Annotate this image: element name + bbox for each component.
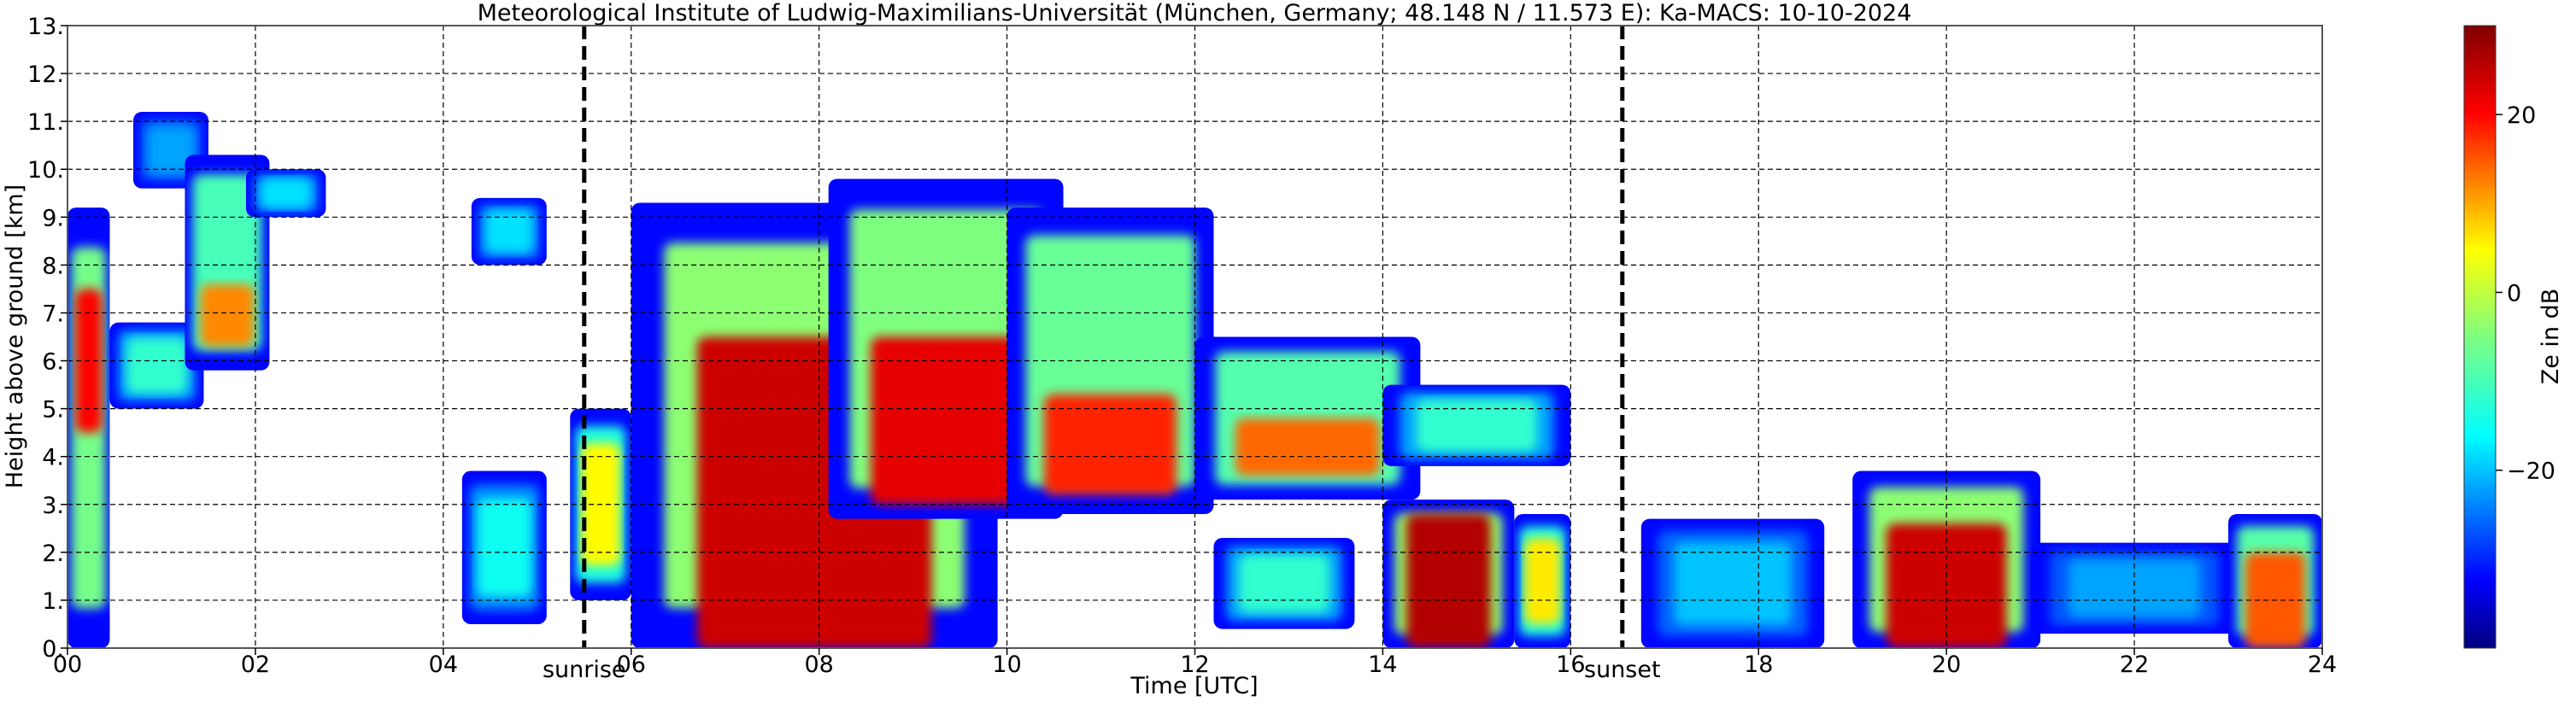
- colorbar: [2463, 25, 2497, 649]
- echo-region: [828, 178, 1064, 519]
- x-tick-label: 18: [1744, 651, 1773, 678]
- chart-title: Meteorological Institute of Ludwig-Maxim…: [478, 0, 1912, 26]
- echo-region: [67, 207, 110, 648]
- echo-cell: [1239, 554, 1329, 613]
- y-tick-label: 2.: [42, 540, 64, 567]
- echo-cell: [146, 126, 196, 175]
- y-tick-label: 1.: [42, 588, 64, 615]
- echo-cell: [1235, 418, 1380, 476]
- y-tick-label: 12.: [27, 61, 64, 88]
- y-tick-label: 11.: [27, 109, 64, 136]
- x-tick-label: 14: [1368, 651, 1397, 678]
- y-tick-label: 8.: [42, 253, 64, 279]
- x-tick-label: 10: [992, 651, 1021, 678]
- echo-cell: [1417, 399, 1537, 452]
- x-tick-label: 08: [804, 651, 833, 678]
- echo-region: [1640, 518, 1825, 648]
- echo-region: [461, 470, 547, 624]
- echo-cell: [1406, 513, 1491, 648]
- x-tick-label: 24: [2308, 651, 2337, 678]
- y-tick-label: 7.: [42, 301, 64, 327]
- y-tick-label: 4.: [42, 445, 64, 471]
- echo-cell: [1044, 394, 1177, 495]
- echo-cell: [260, 178, 312, 209]
- echo-cell: [477, 498, 531, 597]
- y-tick-label: 6.: [42, 349, 64, 376]
- x-tick-label: 16: [1556, 651, 1585, 678]
- y-axis-ticks: 0. 1. 2. 3. 4. 5. 6. 7. 8. 9. 10. 11. 12. 13.: [27, 14, 67, 663]
- sun-markers: sunrise sunset: [543, 26, 1661, 683]
- colorbar-tick-label: 20: [2507, 102, 2536, 129]
- colorbar-label: Ze in dB: [2538, 289, 2564, 385]
- y-tick-label: 5.: [42, 397, 64, 424]
- echo-region: [1382, 384, 1571, 466]
- echo-cell: [1886, 523, 2007, 648]
- echo-cell: [200, 283, 255, 347]
- radar-echo-layer: [67, 111, 2322, 648]
- y-tick-label: 10.: [27, 157, 64, 184]
- echo-region: [2228, 513, 2322, 648]
- echo-cell: [1674, 541, 1792, 625]
- echo-region: [109, 322, 204, 409]
- echo-cell: [126, 337, 187, 394]
- echo-region: [1514, 513, 1571, 648]
- echo-cell: [2068, 558, 2201, 617]
- echo-cell: [871, 336, 1022, 505]
- echo-region: [1213, 538, 1355, 629]
- echo-region: [1382, 500, 1515, 648]
- x-tick-label: 12: [1180, 651, 1209, 678]
- x-tick-label: 22: [2120, 651, 2149, 678]
- colorbar-tick-label: 0: [2507, 280, 2521, 307]
- colorbar-tick-label: −20: [2507, 459, 2555, 485]
- echo-cell: [1524, 538, 1561, 624]
- x-tick-label: 20: [1932, 651, 1961, 678]
- echo-region: [2031, 542, 2239, 634]
- y-axis-label: Height above ground [km]: [2, 184, 28, 488]
- grid-lines: [67, 26, 2322, 648]
- x-tick-label: 02: [241, 651, 270, 678]
- echo-region: [471, 197, 547, 266]
- x-tick-label: 00: [53, 651, 82, 678]
- echo-region: [1194, 336, 1421, 500]
- x-axis-label: Time [UTC]: [1130, 673, 1258, 699]
- echo-region: [245, 169, 326, 218]
- x-tick-label: 06: [617, 651, 646, 678]
- y-tick-label: 0.: [42, 636, 64, 663]
- colorbar-ticks: 20 0 −20: [2496, 102, 2555, 485]
- sun-marker-label: sunrise: [543, 657, 626, 683]
- x-tick-label: 04: [429, 651, 458, 678]
- sun-marker-label: sunset: [1584, 657, 1661, 683]
- y-tick-label: 13.: [27, 14, 64, 40]
- y-tick-label: 9.: [42, 205, 64, 231]
- y-tick-label: 3.: [42, 493, 64, 519]
- echo-cell: [484, 210, 533, 254]
- x-axis-ticks: 00 02 04 06 08 10 12 14 16 18 20 22 24: [53, 648, 2337, 678]
